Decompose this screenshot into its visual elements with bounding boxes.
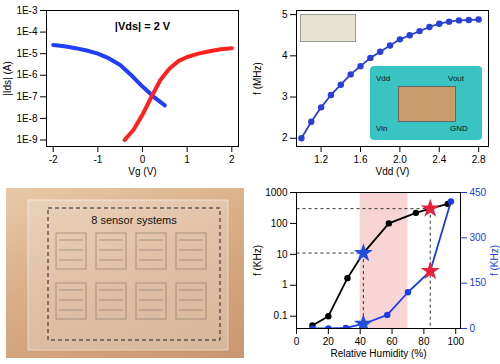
- svg-text:1E-3: 1E-3: [16, 5, 38, 16]
- svg-text:3: 3: [282, 91, 288, 102]
- svg-text:1: 1: [282, 279, 288, 290]
- svg-text:-2: -2: [49, 154, 58, 165]
- svg-text:1000: 1000: [265, 187, 288, 198]
- svg-text:8 sensor systems: 8 sensor systems: [91, 214, 177, 226]
- svg-text:1E-9: 1E-9: [16, 134, 38, 145]
- svg-text:|Ids| (A): |Ids| (A): [2, 61, 13, 96]
- html-text:Vout: Vout: [448, 74, 464, 83]
- html-text:GND: GND: [450, 124, 468, 133]
- svg-text:100: 100: [271, 218, 288, 229]
- svg-text:1: 1: [184, 154, 190, 165]
- svg-text:2: 2: [282, 132, 288, 143]
- svg-text:f (MHz): f (MHz): [252, 62, 263, 95]
- svg-text:0: 0: [294, 336, 300, 347]
- svg-text:5: 5: [282, 9, 288, 20]
- svg-text:80: 80: [418, 336, 430, 347]
- svg-text:2.8: 2.8: [472, 154, 486, 165]
- svg-text:1E-4: 1E-4: [16, 26, 38, 37]
- svg-text:20: 20: [323, 336, 335, 347]
- svg-text:f (KHz): f (KHz): [252, 245, 263, 276]
- svg-text:-1: -1: [93, 154, 102, 165]
- svg-text:0.1: 0.1: [274, 310, 288, 321]
- svg-text:Relative Humidity (%): Relative Humidity (%): [330, 348, 426, 359]
- svg-text:1.2: 1.2: [314, 154, 328, 165]
- svg-text:0: 0: [140, 154, 146, 165]
- svg-text:150: 150: [470, 277, 487, 288]
- svg-text:Vdd (V): Vdd (V): [376, 166, 410, 177]
- svg-text:4: 4: [282, 50, 288, 61]
- html-text:Vdd: Vdd: [376, 74, 391, 83]
- svg-text:60: 60: [386, 336, 398, 347]
- svg-text:10: 10: [276, 249, 288, 260]
- svg-text:100: 100: [447, 336, 464, 347]
- svg-text:1E-6: 1E-6: [16, 69, 38, 80]
- svg-text:2.0: 2.0: [393, 154, 407, 165]
- svg-text:2: 2: [229, 154, 235, 165]
- svg-text:f (KHz): f (KHz): [489, 245, 500, 276]
- html-text:Vin: Vin: [376, 124, 388, 133]
- svg-text:0: 0: [470, 323, 476, 334]
- svg-text:1E-5: 1E-5: [16, 48, 38, 59]
- svg-text:Vg (V): Vg (V): [128, 166, 156, 177]
- svg-text:450: 450: [470, 187, 487, 198]
- svg-text:40: 40: [355, 336, 367, 347]
- svg-text:1.6: 1.6: [354, 154, 368, 165]
- svg-text:300: 300: [470, 232, 487, 243]
- svg-text:1E-7: 1E-7: [16, 91, 38, 102]
- svg-text:2.4: 2.4: [432, 154, 446, 165]
- svg-text:|Vds| = 2 V: |Vds| = 2 V: [115, 20, 171, 32]
- svg-text:1E-8: 1E-8: [16, 113, 38, 124]
